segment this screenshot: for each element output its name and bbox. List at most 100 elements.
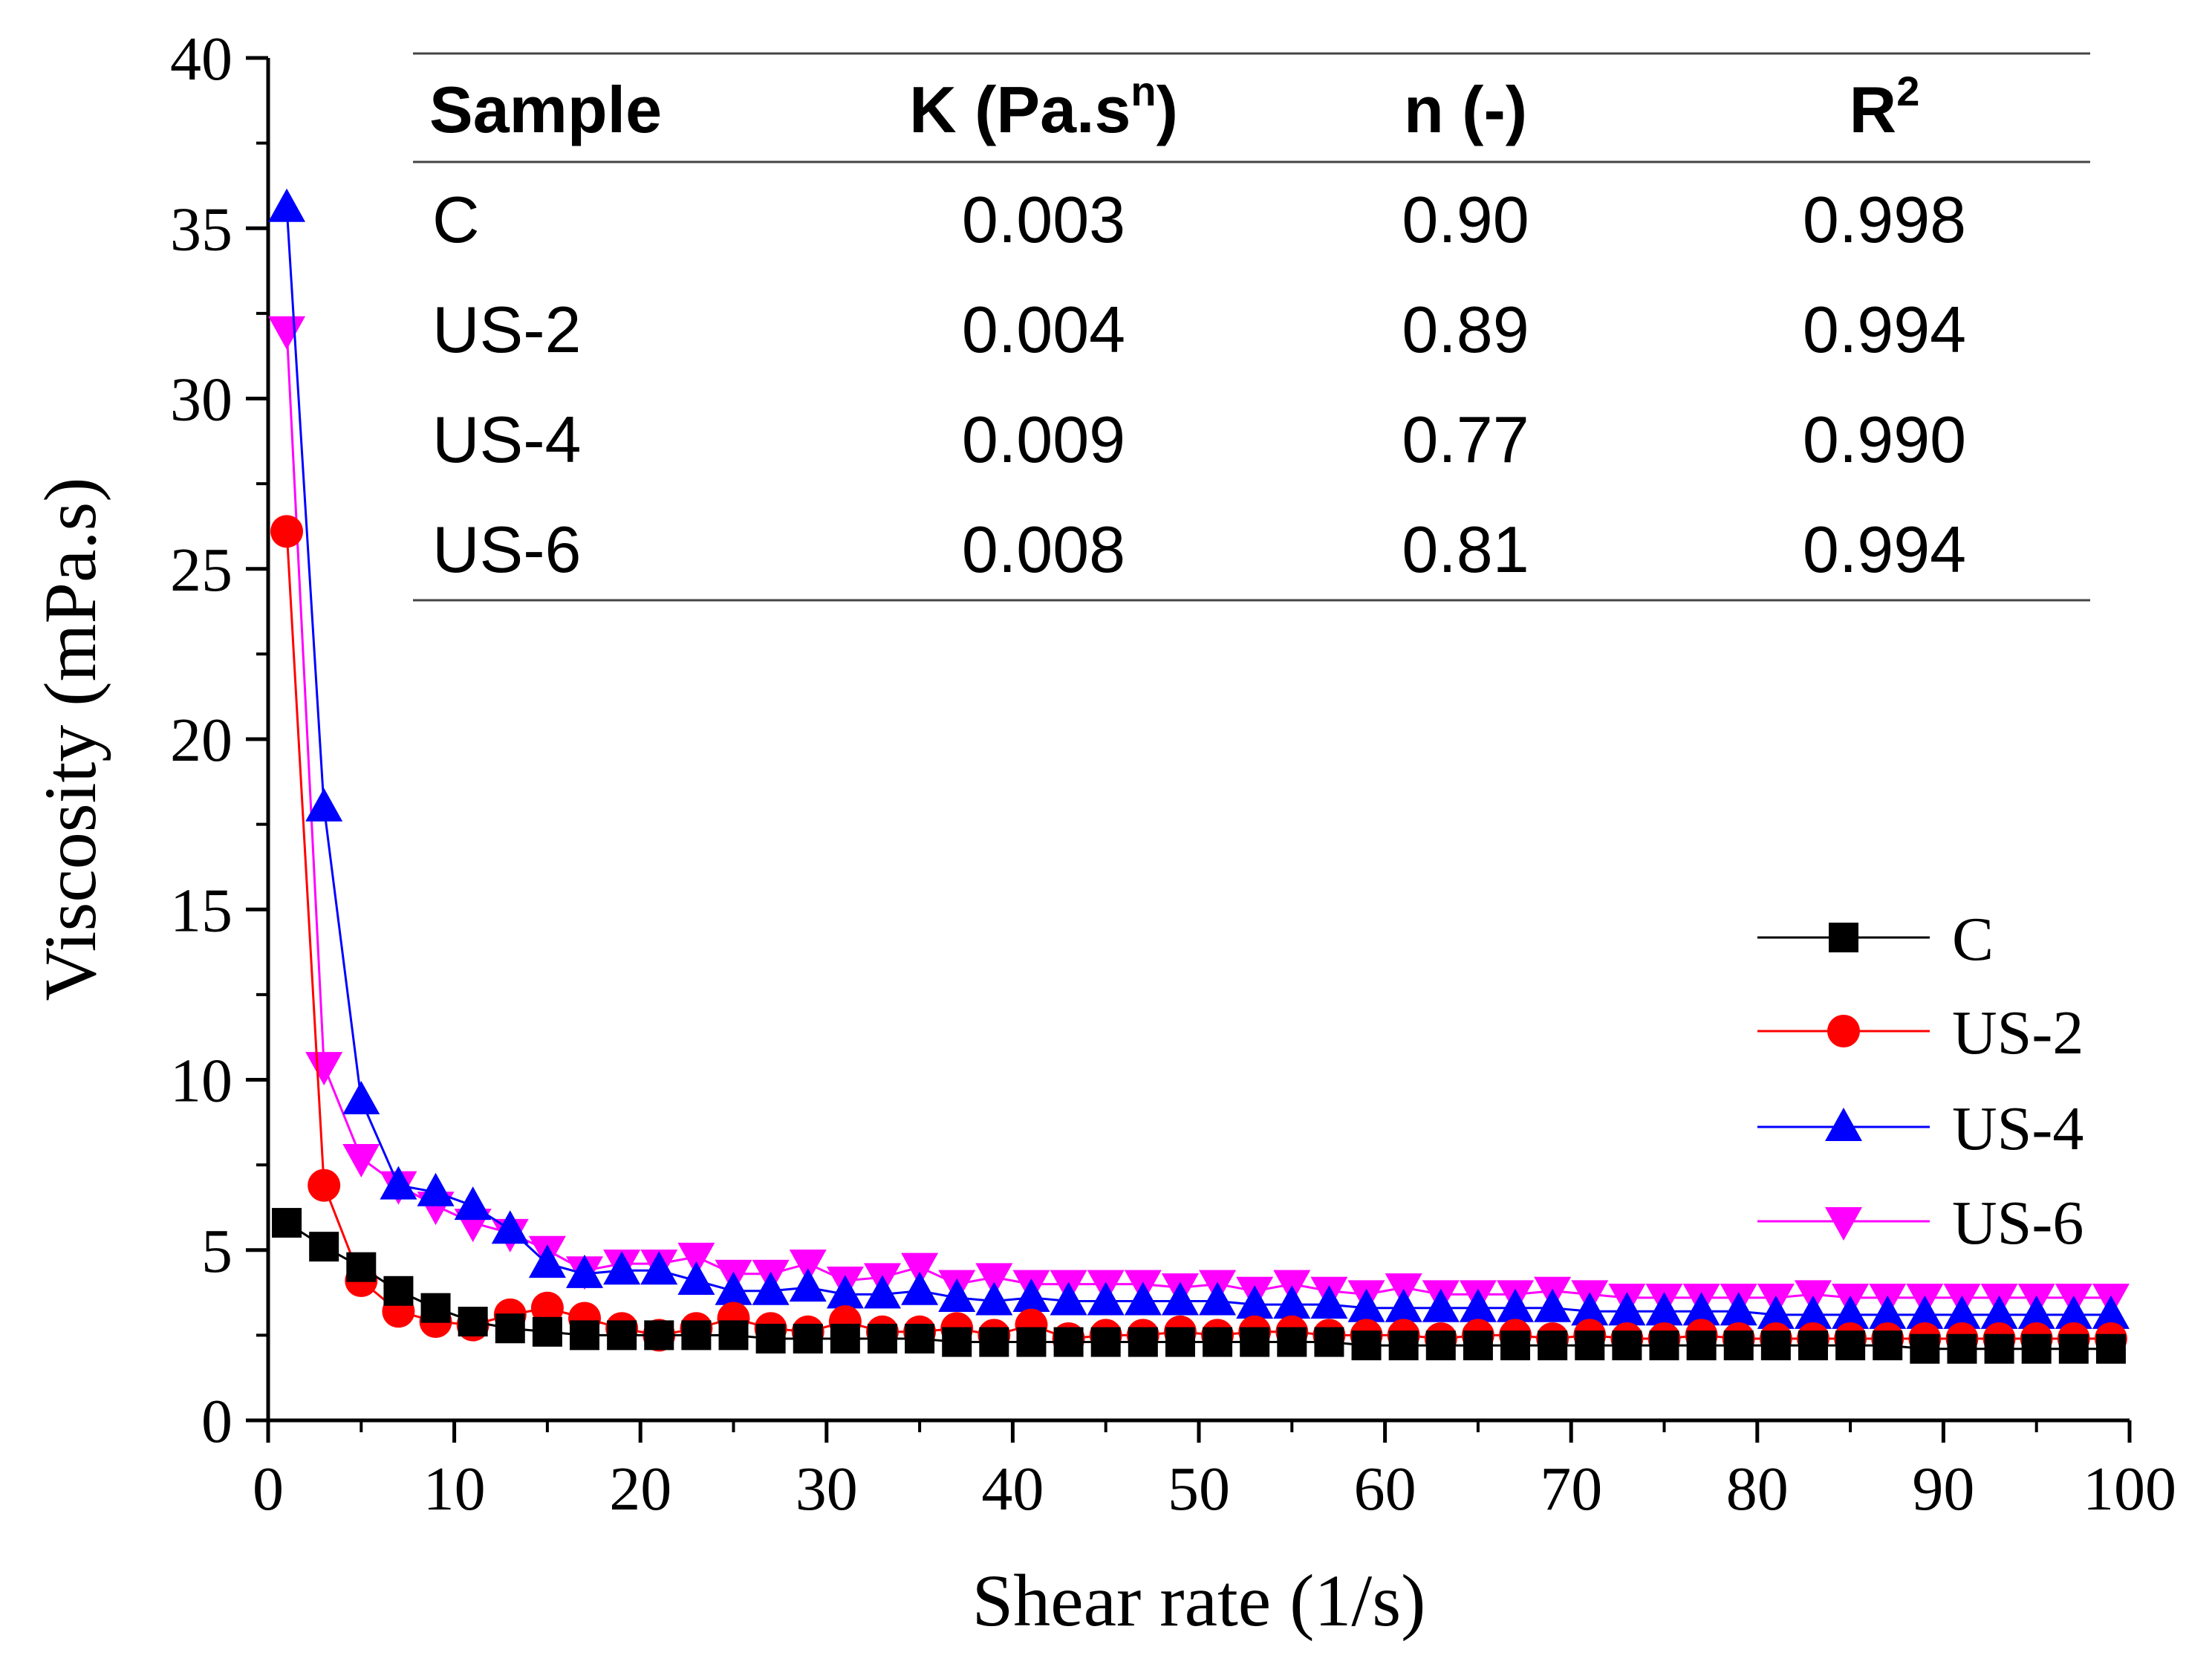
- data-point: [380, 1166, 417, 1200]
- data-point: [755, 1323, 786, 1354]
- data-point: [268, 188, 306, 222]
- data-point: [420, 1293, 451, 1323]
- legend-marker: [1825, 1108, 1862, 1141]
- data-point: [1161, 1281, 1199, 1316]
- data-point: [1500, 1330, 1531, 1361]
- plot-area: [268, 188, 2130, 1364]
- data-point: [1425, 1330, 1456, 1361]
- y-tick-label: 25: [170, 536, 232, 605]
- data-point: [938, 1278, 976, 1312]
- data-point: [1798, 1330, 1828, 1361]
- table-cell: C: [432, 183, 480, 256]
- data-point: [830, 1323, 860, 1354]
- x-ticks: 0 10 20 30 40 50 60 70 80 90 100: [253, 1420, 2176, 1524]
- x-tick-label: 60: [1354, 1455, 1416, 1524]
- table-cell: 0.90: [1402, 183, 1529, 256]
- data-point: [342, 1081, 380, 1115]
- data-point: [532, 1316, 562, 1347]
- y-tick-label: 35: [170, 195, 232, 264]
- table-header-sample: Sample: [429, 73, 662, 146]
- table-cell: 0.003: [962, 183, 1125, 256]
- data-point: [1723, 1330, 1754, 1361]
- table-header-k-superscript: n: [1131, 68, 1156, 114]
- data-point: [1612, 1330, 1642, 1361]
- data-point: [793, 1323, 823, 1354]
- data-point: [1682, 1292, 1720, 1326]
- data-point: [1832, 1295, 1870, 1329]
- data-point: [1873, 1330, 1903, 1361]
- data-point: [1608, 1292, 1646, 1326]
- data-point: [715, 1271, 752, 1305]
- table-cell: 0.994: [1803, 293, 1966, 366]
- data-point: [1128, 1327, 1158, 1357]
- data-point: [570, 1320, 600, 1351]
- data-point: [1087, 1281, 1125, 1316]
- data-point: [640, 1251, 678, 1285]
- data-point: [2095, 1333, 2126, 1364]
- x-tick-label: 0: [253, 1455, 284, 1524]
- table-header-r2-base: R: [1850, 73, 1897, 146]
- data-point: [718, 1320, 749, 1351]
- legend-item-us-4: US-4: [1757, 1094, 2083, 1163]
- x-tick-label: 10: [423, 1455, 486, 1524]
- data-point: [417, 1172, 455, 1206]
- data-point: [1124, 1281, 1162, 1316]
- data-point: [1236, 1285, 1274, 1319]
- table-cell: 0.994: [1803, 513, 1966, 586]
- data-point: [491, 1210, 529, 1244]
- data-point: [975, 1281, 1013, 1316]
- table-cell: 0.990: [1803, 403, 1966, 476]
- data-point: [305, 1052, 343, 1086]
- data-point: [1910, 1333, 1940, 1364]
- data-point: [681, 1320, 712, 1351]
- data-point: [867, 1323, 897, 1354]
- data-point: [1980, 1295, 2018, 1329]
- table-header-r2: R2: [1850, 68, 1920, 146]
- table-cell: 0.009: [962, 403, 1125, 476]
- data-point: [454, 1186, 492, 1221]
- data-point: [1720, 1292, 1757, 1326]
- data-point: [383, 1276, 414, 1306]
- data-point: [1310, 1285, 1348, 1319]
- data-point: [308, 1169, 341, 1202]
- data-point: [305, 787, 343, 822]
- data-point: [1497, 1288, 1535, 1322]
- x-tick-label: 20: [609, 1455, 671, 1524]
- table-header-k: K (Pa.sn): [909, 68, 1178, 146]
- data-point: [603, 1251, 641, 1285]
- data-point: [1686, 1330, 1717, 1361]
- data-point: [1575, 1330, 1605, 1361]
- y-axis-title: Viscosity (mPa.s): [29, 477, 111, 1001]
- y-tick-label: 0: [201, 1387, 232, 1456]
- table-header-r2-superscript: 2: [1896, 68, 1919, 114]
- data-point: [1463, 1330, 1493, 1361]
- data-point: [826, 1275, 864, 1309]
- y-tick-label: 10: [170, 1047, 232, 1116]
- y-tick-label: 40: [170, 25, 232, 94]
- data-point: [1943, 1295, 1981, 1329]
- data-point: [1273, 1285, 1311, 1319]
- data-point: [1645, 1292, 1683, 1326]
- data-point: [268, 316, 306, 350]
- x-tick-label: 100: [2083, 1455, 2176, 1524]
- data-point: [1984, 1333, 2014, 1364]
- data-point: [530, 1291, 564, 1325]
- table-cell: US-6: [432, 513, 582, 586]
- data-point: [458, 1307, 488, 1337]
- data-point: [975, 1263, 1013, 1297]
- data-point: [1906, 1295, 1944, 1329]
- y-tick-label: 5: [201, 1217, 232, 1286]
- data-point: [2021, 1333, 2052, 1364]
- data-point: [1012, 1278, 1050, 1312]
- table-cell: 0.004: [962, 293, 1125, 366]
- data-point: [789, 1250, 827, 1284]
- data-point: [1538, 1330, 1568, 1361]
- data-point: [979, 1327, 1009, 1357]
- table-cell: 0.998: [1803, 183, 1966, 256]
- data-point: [1090, 1327, 1121, 1357]
- legend-label: C: [1952, 905, 1994, 974]
- data-point: [677, 1261, 715, 1296]
- data-point: [270, 515, 304, 548]
- data-point: [272, 1208, 302, 1238]
